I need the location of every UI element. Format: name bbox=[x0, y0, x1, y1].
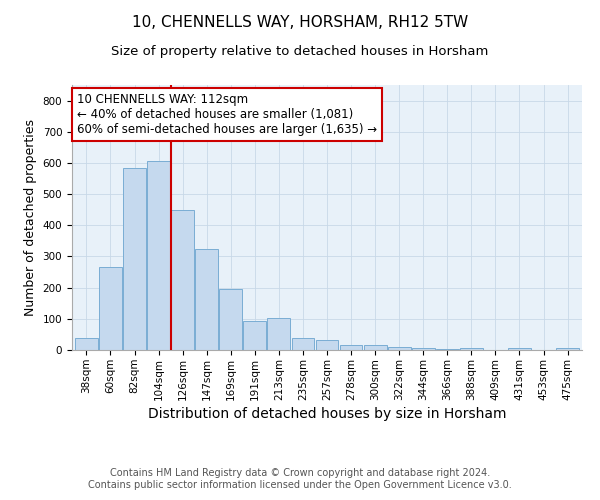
Bar bbox=[75, 338, 98, 350]
Bar bbox=[508, 348, 531, 350]
Bar bbox=[123, 168, 146, 350]
Text: Size of property relative to detached houses in Horsham: Size of property relative to detached ho… bbox=[112, 45, 488, 58]
Text: Contains HM Land Registry data © Crown copyright and database right 2024.
Contai: Contains HM Land Registry data © Crown c… bbox=[88, 468, 512, 490]
Bar bbox=[340, 346, 362, 350]
Bar bbox=[316, 340, 338, 350]
Bar bbox=[460, 348, 483, 350]
X-axis label: Distribution of detached houses by size in Horsham: Distribution of detached houses by size … bbox=[148, 406, 506, 420]
Bar bbox=[244, 321, 266, 350]
Bar bbox=[556, 348, 579, 350]
Text: 10 CHENNELLS WAY: 112sqm
← 40% of detached houses are smaller (1,081)
60% of sem: 10 CHENNELLS WAY: 112sqm ← 40% of detach… bbox=[77, 93, 377, 136]
Bar bbox=[436, 349, 459, 350]
Bar bbox=[412, 348, 434, 350]
Bar bbox=[147, 162, 170, 350]
Y-axis label: Number of detached properties: Number of detached properties bbox=[24, 119, 37, 316]
Bar bbox=[268, 318, 290, 350]
Bar bbox=[99, 268, 122, 350]
Bar bbox=[171, 210, 194, 350]
Bar bbox=[292, 338, 314, 350]
Bar bbox=[388, 347, 410, 350]
Bar bbox=[220, 289, 242, 350]
Text: 10, CHENNELLS WAY, HORSHAM, RH12 5TW: 10, CHENNELLS WAY, HORSHAM, RH12 5TW bbox=[132, 15, 468, 30]
Bar bbox=[364, 346, 386, 350]
Bar bbox=[195, 248, 218, 350]
